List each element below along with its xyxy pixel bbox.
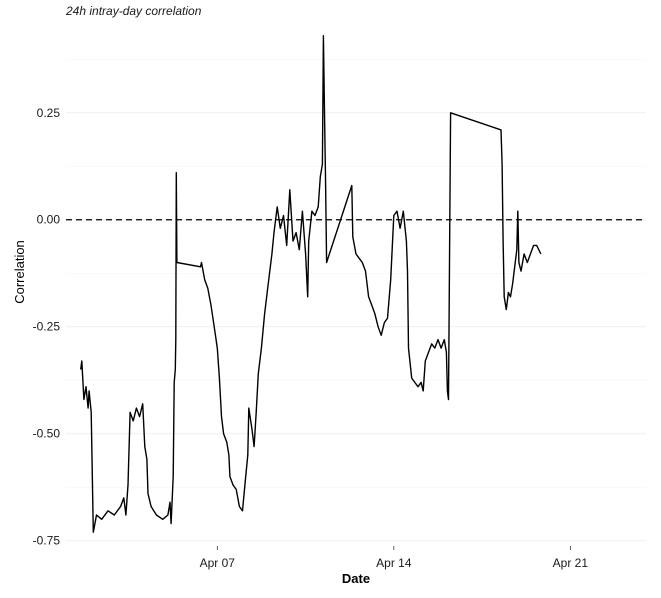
series-line [80,35,542,533]
x-axis-label: Date [342,571,370,586]
series-group [80,35,542,533]
axes: 0.25 0.00 -0.25 -0.50 -0.75 Apr 07 Apr 14 Apr 2… [33,106,589,570]
y-tick-label: -0.25 [33,320,61,334]
y-tick-label: -0.50 [33,427,61,441]
y-tick-label: 0.25 [37,106,61,120]
x-tick-label: Apr 07 [200,556,236,570]
x-tick-label: Apr 21 [553,556,589,570]
y-tick-label: -0.75 [33,534,61,548]
gridlines [66,58,646,542]
chart-title: 24h intray-day correlation [65,4,202,18]
y-axis-label: Correlation [12,240,27,304]
x-tick-label: Apr 14 [376,556,412,570]
y-tick-label: 0.00 [37,213,61,227]
